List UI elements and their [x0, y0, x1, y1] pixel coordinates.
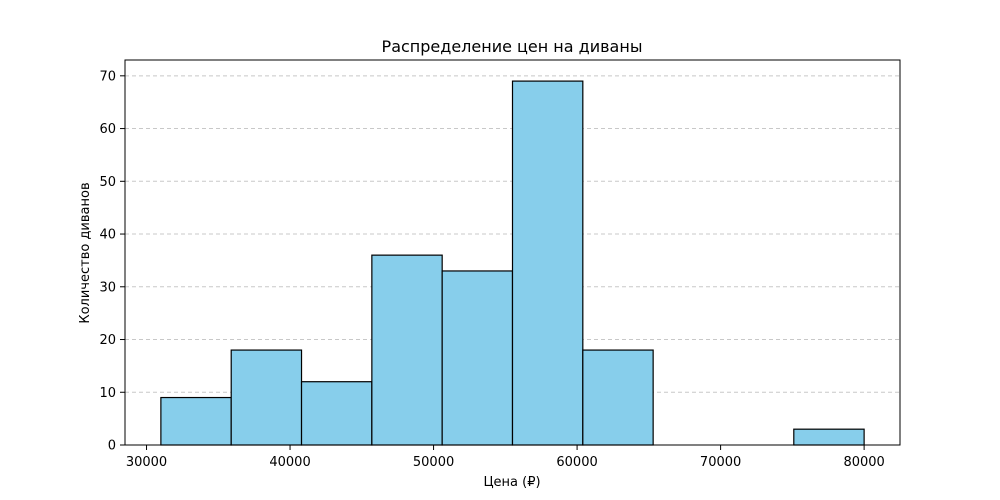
x-tick-label: 60000 — [556, 455, 597, 470]
x-tick-label: 70000 — [700, 455, 741, 470]
y-tick-label: 20 — [99, 333, 116, 348]
y-tick-label: 30 — [99, 280, 116, 295]
x-tick-label: 30000 — [126, 455, 167, 470]
y-tick-label: 10 — [99, 386, 116, 401]
x-axis-label: Цена (₽) — [483, 475, 540, 490]
histogram-bar — [582, 349, 654, 446]
x-tick-label: 80000 — [843, 455, 884, 470]
axes-layer — [124, 59, 901, 446]
chart-title: Распределение цен на диваны — [382, 37, 643, 56]
histogram-bar — [793, 428, 865, 446]
histogram-bar — [371, 254, 443, 446]
histogram-bar — [511, 80, 584, 446]
histogram-bar — [441, 270, 514, 446]
x-tick-label: 40000 — [269, 455, 310, 470]
bars-layer — [160, 80, 865, 446]
y-tick-label: 40 — [99, 228, 116, 243]
histogram-bar — [160, 396, 232, 446]
y-tick-label: 0 — [108, 439, 116, 454]
plot-frame — [124, 59, 901, 446]
histogram-bar — [300, 381, 373, 446]
y-axis-label: Количество диванов — [78, 182, 93, 323]
y-tick-label: 70 — [99, 69, 116, 84]
y-tick-label: 50 — [99, 175, 116, 190]
x-tick-label: 50000 — [413, 455, 454, 470]
histogram-bar — [230, 349, 303, 446]
ticks-layer: 30000 40000 50000 60000 70000 80000 0 10 20 30 40 5… — [99, 69, 884, 470]
y-tick-label: 60 — [99, 122, 116, 137]
